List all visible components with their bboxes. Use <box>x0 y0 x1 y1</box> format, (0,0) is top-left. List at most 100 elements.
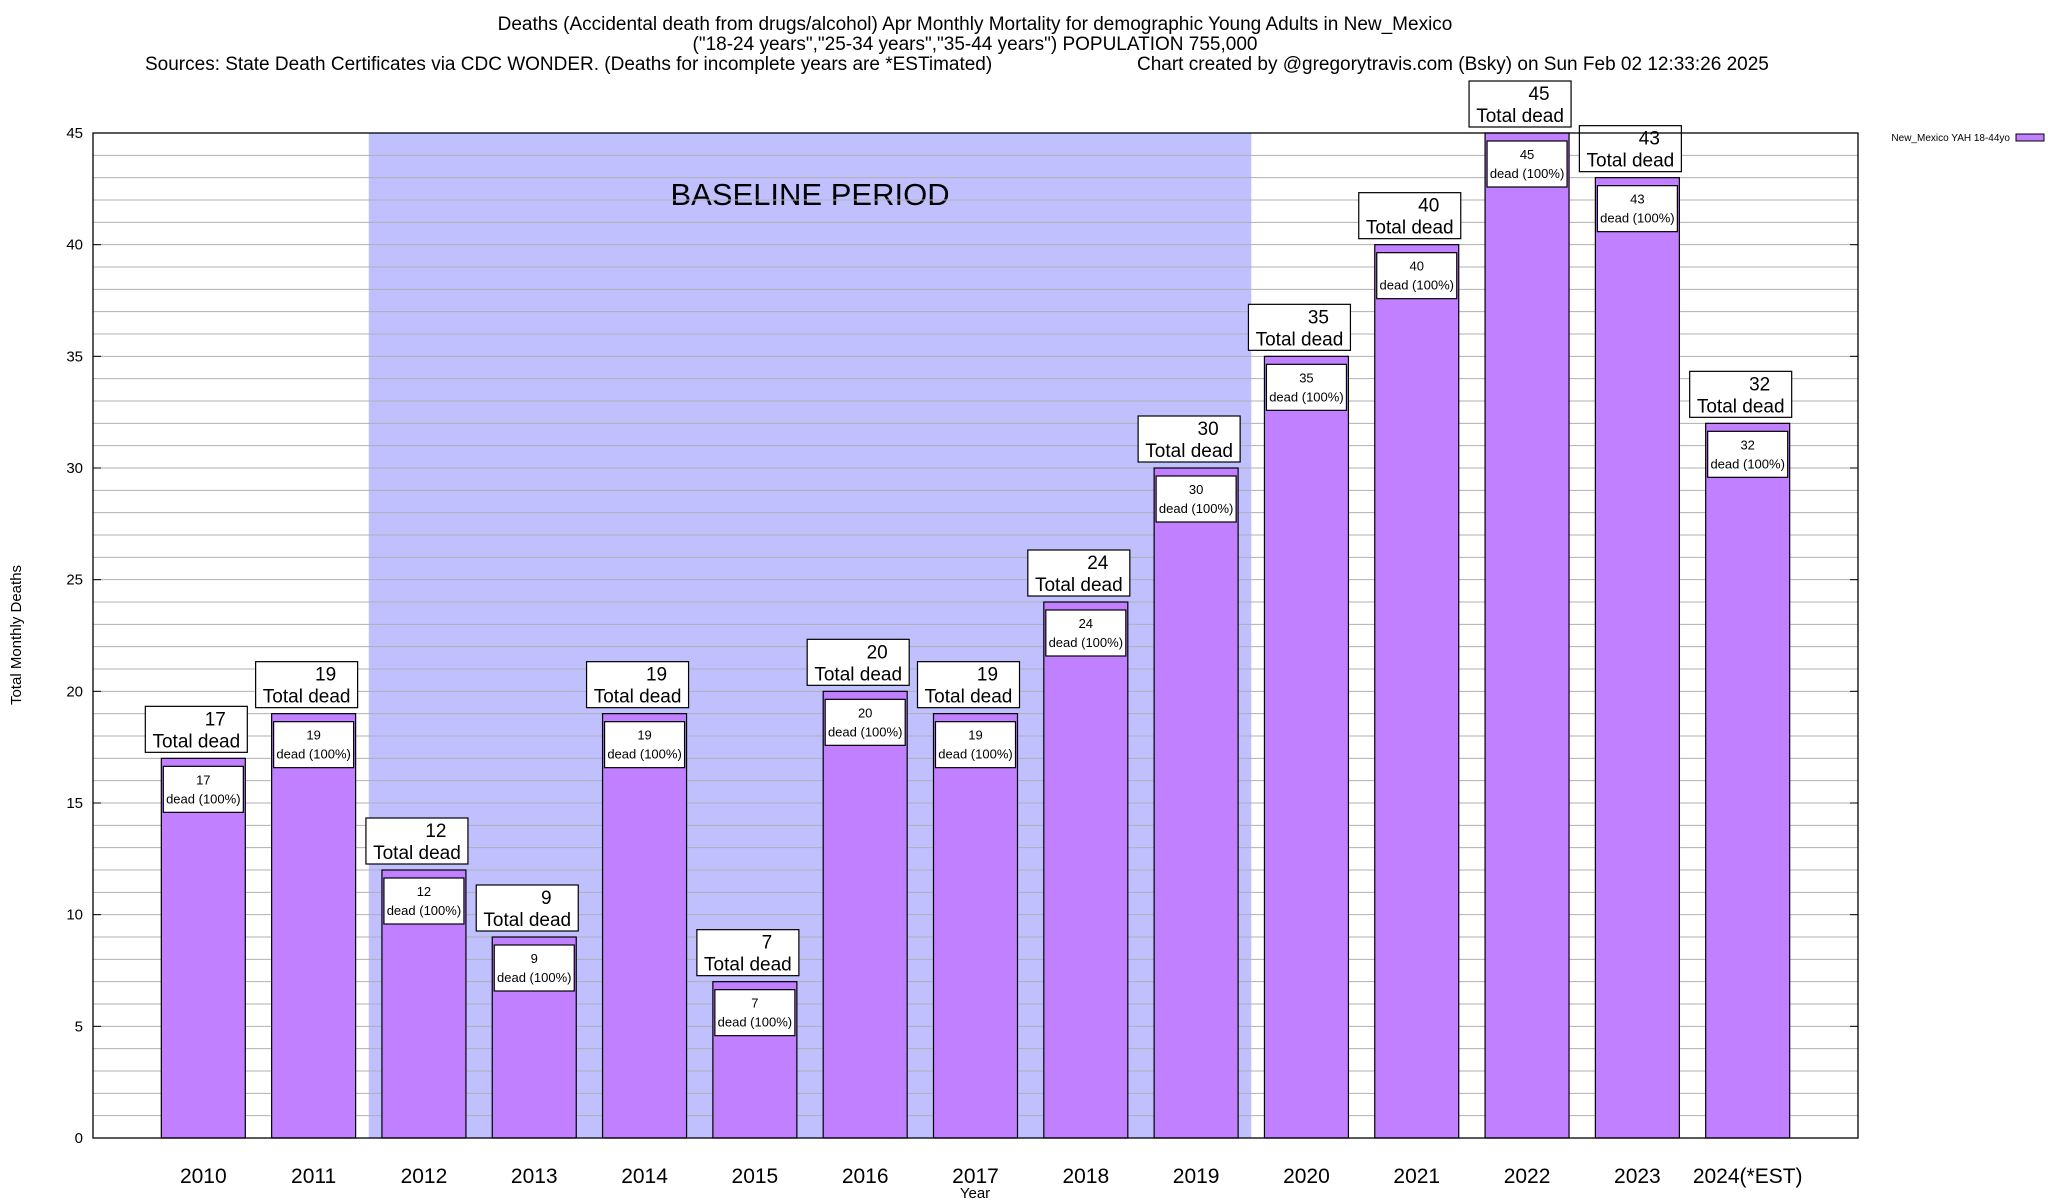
bar-inner-label: dead (100%) <box>607 747 681 762</box>
bar-inner-label-box <box>603 721 686 769</box>
bar-inner-value: 35 <box>1299 370 1313 385</box>
bar-top-value: 12 <box>425 821 446 842</box>
bar-inner-value: 7 <box>751 996 758 1011</box>
x-tick-label: 2014 <box>621 1165 668 1188</box>
bar-top-label-box <box>475 884 579 932</box>
x-tick-label: 2015 <box>732 1165 779 1188</box>
bar-top-value: 19 <box>977 665 998 686</box>
bar-inner-value: 19 <box>637 728 651 743</box>
chart-credit: Chart created by @gregorytravis.com (Bsk… <box>1137 54 1769 75</box>
bar-top-label-box <box>696 929 800 977</box>
x-tick-label: 2013 <box>511 1165 558 1188</box>
bar <box>160 757 246 1139</box>
x-tick-label: 2019 <box>1173 1165 1220 1188</box>
bar-top-value: 9 <box>541 888 552 909</box>
bar-inner-label: dead (100%) <box>276 747 350 762</box>
y-tick-label: 10 <box>66 907 83 924</box>
x-tick-label: 2010 <box>180 1165 227 1188</box>
y-tick-label: 30 <box>66 460 83 477</box>
bar-inner-label: dead (100%) <box>166 791 240 806</box>
bar-inner-label: dead (100%) <box>1269 389 1343 404</box>
baseline-period-label: BASELINE PERIOD <box>670 177 949 212</box>
bar-inner-label-box <box>162 765 244 813</box>
bar <box>1705 422 1791 1139</box>
x-tick-label: 2018 <box>1062 1165 1109 1188</box>
bar <box>1484 132 1570 1139</box>
y-tick-label: 15 <box>66 795 83 812</box>
bar-inner-label-box <box>493 944 575 992</box>
bar-inner-value: 19 <box>968 728 982 743</box>
bar <box>822 690 908 1139</box>
bar-top-value: 19 <box>315 665 336 686</box>
bar-inner-label: dead (100%) <box>1600 211 1674 226</box>
bar-top-label: Total dead <box>1145 441 1233 462</box>
x-tick-label: 2021 <box>1393 1165 1440 1188</box>
bar-inner-value: 43 <box>1630 192 1644 207</box>
bar-inner-label: dead (100%) <box>1159 501 1233 516</box>
bar-top-value: 24 <box>1087 553 1109 574</box>
legend-swatch <box>2015 133 2045 142</box>
legend-label: New_Mexico YAH 18-44yo <box>1891 133 2010 144</box>
chart-title-line-1: Deaths (Accidental death from drugs/alco… <box>498 14 1453 35</box>
bar-inner-label: dead (100%) <box>1710 456 1784 471</box>
bar-top-label: Total dead <box>263 687 351 708</box>
x-tick-label: 2023 <box>1614 1165 1661 1188</box>
x-tick-label: 2011 <box>291 1165 336 1188</box>
x-tick-label: 2016 <box>842 1165 889 1188</box>
plot-frame <box>92 132 1859 1139</box>
x-tick-label: 2020 <box>1283 1165 1330 1188</box>
bar-top-label: Total dead <box>1587 151 1675 172</box>
bar-inner-label: dead (100%) <box>828 724 902 739</box>
x-tick-label: 2022 <box>1504 1165 1551 1188</box>
bar-top-label: Total dead <box>1366 218 1454 239</box>
bar-top-label: Total dead <box>483 910 571 931</box>
bar-top-label-box <box>1468 80 1572 128</box>
bar-inner-label-box <box>1376 252 1458 300</box>
y-tick-label: 35 <box>66 348 83 365</box>
bar-top-label: Total dead <box>1035 575 1123 596</box>
bar-top-label-box <box>255 661 359 709</box>
bar-top-label-box <box>1027 549 1131 597</box>
bar-inner-value: 30 <box>1189 482 1203 497</box>
bar <box>1153 467 1239 1139</box>
bar-top-label: Total dead <box>594 687 682 708</box>
y-tick-label: 45 <box>66 125 83 142</box>
bar-top-label-box <box>1689 370 1793 418</box>
bar-top-value: 20 <box>867 642 888 663</box>
bar-inner-label: dead (100%) <box>1049 635 1123 650</box>
bar-top-label-box <box>806 638 910 686</box>
bar <box>1263 355 1350 1139</box>
bar-inner-label-box <box>1265 363 1348 411</box>
bar-inner-label: dead (100%) <box>1490 166 1564 181</box>
bar-inner-value: 24 <box>1079 616 1093 631</box>
bar-inner-label-box <box>1596 185 1678 233</box>
bar-inner-label: dead (100%) <box>497 970 571 985</box>
x-tick-label: 2024(*EST) <box>1693 1165 1803 1188</box>
bar-inner-label-box <box>1045 609 1127 657</box>
bar-inner-label-box <box>273 721 355 769</box>
x-tick-label: 2017 <box>952 1165 999 1188</box>
bar-top-value: 40 <box>1418 196 1439 217</box>
bar-inner-value: 12 <box>417 884 431 899</box>
bar-top-label-box <box>365 817 469 865</box>
bar-inner-label: dead (100%) <box>938 747 1012 762</box>
x-axis-label: Year <box>960 1185 990 1200</box>
bar-inner-label-box <box>934 721 1017 769</box>
y-tick-label: 0 <box>75 1130 83 1147</box>
bar-inner-value: 20 <box>858 705 872 720</box>
bar-inner-label-box <box>714 989 796 1037</box>
bar-inner-value: 17 <box>196 772 210 787</box>
y-tick-label: 25 <box>66 572 83 589</box>
bar-top-value: 45 <box>1528 84 1549 105</box>
bar-inner-value: 40 <box>1410 259 1424 274</box>
bar-top-value: 30 <box>1198 419 1219 440</box>
bar-top-value: 17 <box>205 709 226 730</box>
bar-inner-label: dead (100%) <box>1380 278 1454 293</box>
bar-top-label-box <box>1358 192 1462 240</box>
x-tick-label: 2012 <box>401 1165 448 1188</box>
bar-top-label-box <box>585 661 690 709</box>
bar-top-value: 43 <box>1639 129 1660 150</box>
bar <box>601 713 688 1139</box>
bar <box>1594 177 1680 1139</box>
